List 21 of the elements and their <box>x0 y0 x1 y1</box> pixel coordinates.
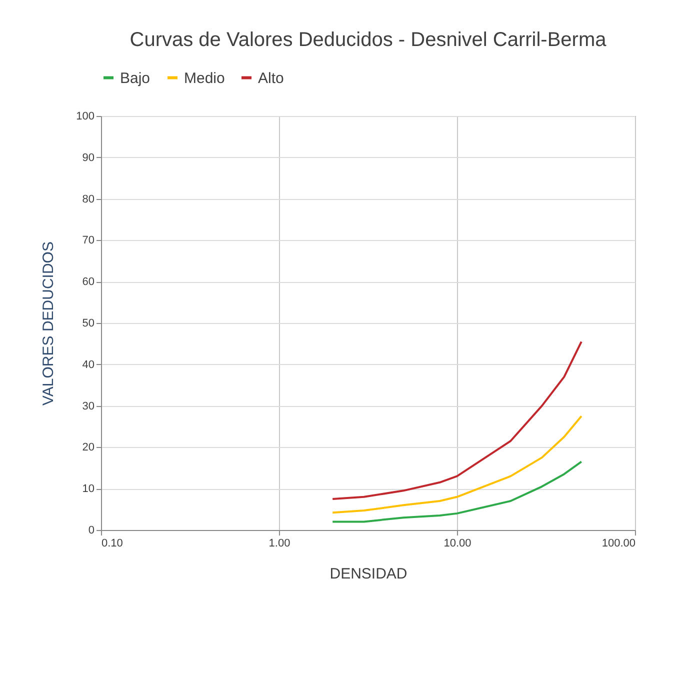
x-tick-label: 100.00 <box>602 538 636 550</box>
legend-label: Alto <box>258 70 284 87</box>
y-tick-label: 70 <box>82 234 94 247</box>
y-tick-label: 80 <box>82 193 94 206</box>
y-tick-label: 60 <box>82 276 94 288</box>
x-axis-title: DENSIDAD <box>330 566 408 582</box>
legend-label: Bajo <box>120 70 150 87</box>
x-tick-label: 10.00 <box>444 538 472 550</box>
y-tick-label: 50 <box>82 318 94 330</box>
chart-title: Curvas de Valores Deducidos - Desnivel Carril-Berma <box>130 29 608 51</box>
y-tick-label: 40 <box>82 358 94 371</box>
y-tick-label: 90 <box>82 152 94 164</box>
y-tick-label: 20 <box>82 442 94 454</box>
x-tick-label: 0.10 <box>102 538 123 550</box>
y-tick-label: 30 <box>82 400 94 412</box>
y-tick-label: 100 <box>76 110 94 122</box>
y-tick-label: 10 <box>82 483 94 496</box>
x-tick-label: 1.00 <box>268 538 290 550</box>
y-tick-label: 0 <box>88 524 94 536</box>
y-axis-title: VALORES DEDUCIDOS <box>40 242 58 406</box>
legend-label: Medio <box>184 70 225 87</box>
